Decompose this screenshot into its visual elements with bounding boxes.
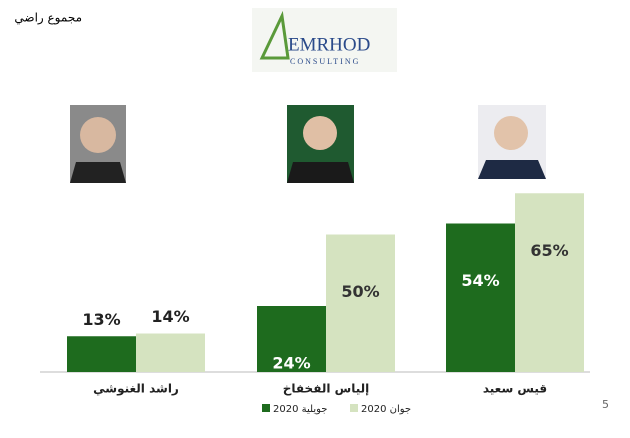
value-label: 50%: [341, 282, 379, 301]
logo-mark: [259, 10, 290, 60]
photo-suit: [70, 162, 126, 183]
logo: EMRHOD CONSULTING: [252, 8, 397, 72]
logo-name: EMRHOD: [288, 34, 370, 55]
value-label: 14%: [151, 307, 189, 326]
value-label: 13%: [82, 310, 120, 329]
x-tick-label: قيس سعيد: [483, 382, 547, 396]
photos: [70, 105, 546, 183]
bar: [67, 336, 136, 372]
x-tick-label: راشد الغنوشي: [93, 382, 179, 397]
legend-label: جوان 2020: [361, 404, 411, 415]
photo-face: [494, 116, 528, 150]
logo-bg: [252, 8, 397, 72]
legend-swatch: [350, 404, 358, 412]
slide-title: مجموع راضي: [14, 11, 82, 26]
photo-suit: [287, 162, 354, 183]
bar: [136, 333, 205, 372]
value-label: 65%: [530, 241, 568, 260]
value-label: 24%: [272, 354, 310, 373]
legend-label: جويلية 2020: [273, 404, 327, 415]
bar: [515, 193, 584, 372]
value-label: 54%: [461, 271, 499, 290]
legend-swatch: [262, 404, 270, 412]
logo-subtitle: CONSULTING: [290, 57, 360, 66]
photo-face: [80, 117, 116, 153]
photo-suit: [478, 160, 546, 179]
photo-face: [303, 116, 337, 150]
x-tick-label: إلياس الفخفاخ: [283, 382, 369, 396]
bar: [257, 306, 326, 372]
page-number: 5: [602, 398, 609, 411]
bar: [446, 223, 515, 372]
bar: [326, 234, 395, 372]
